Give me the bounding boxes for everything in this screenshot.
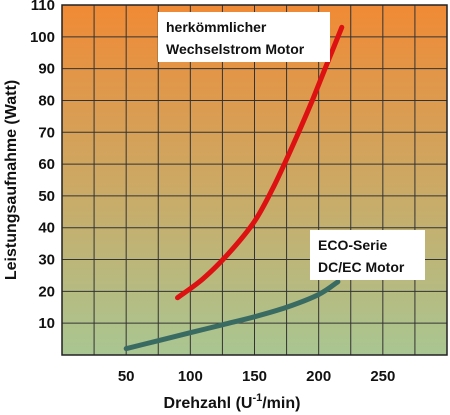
y-axis-title: Leistungsaufnahme (Watt)	[3, 80, 20, 280]
y-tick-label: 60	[38, 156, 55, 173]
y-tick-label: 50	[38, 188, 55, 205]
y-axis-ticks: 10 20 30 40 50 60 70 80 90 100 110	[30, 0, 55, 332]
series-line-conventional-motor	[175, 24, 345, 301]
x-tick-label: 150	[242, 368, 267, 385]
y-tick-label: 20	[38, 283, 55, 300]
x-axis-title-main: Drehzahl (U	[164, 395, 253, 412]
series-label-eco-line-1: ECO-Serie	[318, 237, 387, 253]
y-tick-label: 80	[38, 92, 55, 109]
series-layer	[123, 24, 345, 352]
x-axis-ticks: 50 100 150 200 250	[118, 368, 396, 385]
x-tick-label: 100	[178, 368, 203, 385]
series-label-conventional-motor: herkömmlicher Wechselstrom Motor	[158, 12, 330, 62]
series-label-eco-motor: ECO-Serie DC/EC Motor	[310, 230, 425, 280]
series-label-eco-line-2: DC/EC Motor	[318, 259, 405, 275]
plot-frame	[61, 4, 448, 356]
x-axis-title-end: /min)	[262, 395, 300, 412]
y-tick-label: 40	[38, 220, 55, 237]
y-tick-label: 10	[38, 315, 55, 332]
y-tick-label: 100	[30, 29, 55, 46]
y-tick-label: 110	[31, 0, 55, 14]
x-axis-title: Drehzahl (U-1/min)	[164, 392, 301, 412]
y-tick-label: 90	[38, 61, 55, 78]
series-label-conventional-line-1: herkömmlicher	[166, 19, 267, 35]
x-tick-label: 50	[118, 368, 135, 385]
x-tick-label: 200	[306, 368, 331, 385]
x-axis-title-superscript: -1	[252, 392, 262, 404]
y-tick-label: 70	[38, 124, 55, 141]
y-tick-label: 30	[38, 252, 55, 269]
grid	[62, 5, 447, 355]
series-label-conventional-line-2: Wechselstrom Motor	[166, 41, 305, 57]
x-tick-label: 250	[370, 368, 395, 385]
series-line-eco-motor	[123, 279, 341, 352]
